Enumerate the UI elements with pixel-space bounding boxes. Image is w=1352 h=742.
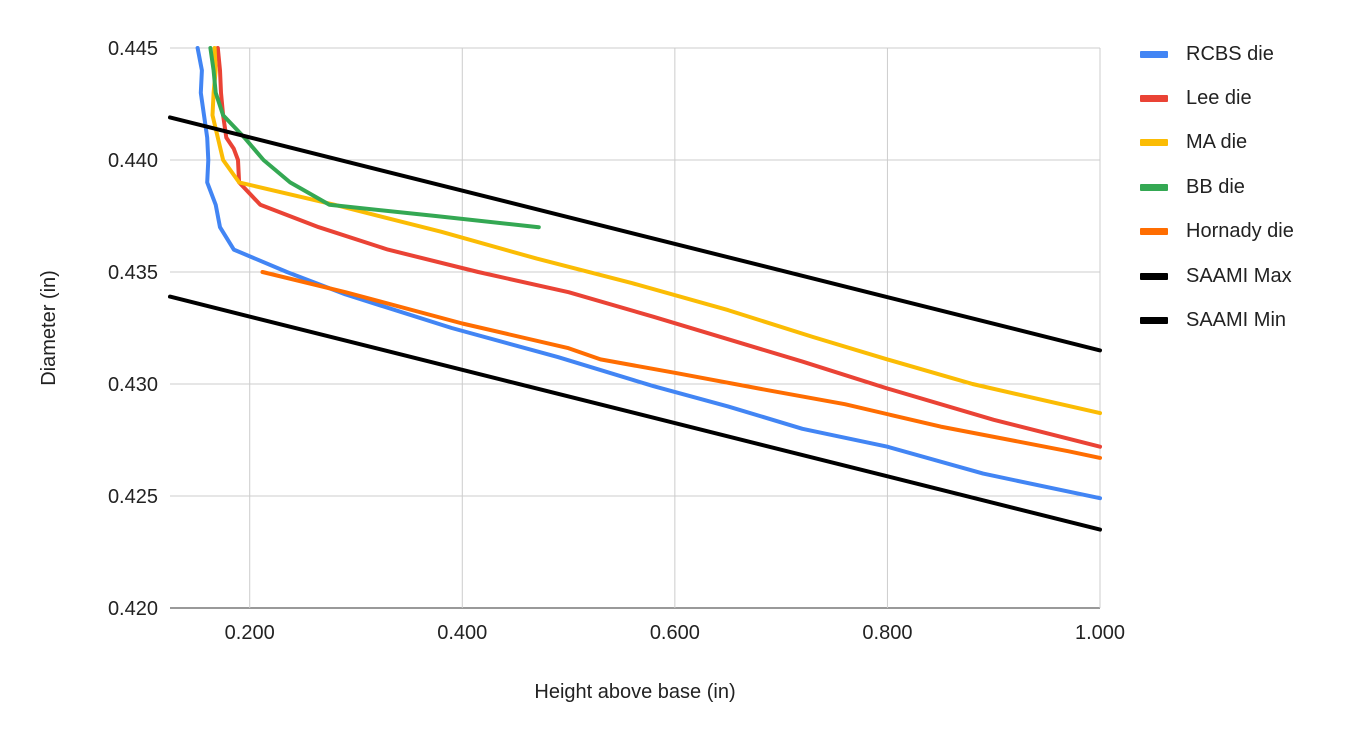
legend-label: SAAMI Max bbox=[1186, 264, 1292, 287]
x-axis-ticks: 0.200 0.400 0.600 0.800 1.000 bbox=[225, 622, 1125, 644]
legend-item: SAAMI Min bbox=[1140, 298, 1294, 342]
legend-swatch bbox=[1140, 228, 1168, 236]
legend-item: RCBS die bbox=[1140, 32, 1294, 76]
legend-label: SAAMI Min bbox=[1186, 309, 1287, 332]
y-tick-label: 0.430 bbox=[108, 374, 158, 396]
series-line-saami-min bbox=[168, 294, 1102, 532]
legend-swatch bbox=[1140, 272, 1168, 280]
legend-swatch bbox=[1140, 50, 1168, 58]
legend-item: SAAMI Max bbox=[1140, 254, 1294, 298]
legend-item: Lee die bbox=[1140, 76, 1294, 120]
legend-label: RCBS die bbox=[1186, 42, 1274, 65]
y-tick-label: 0.440 bbox=[108, 150, 158, 172]
legend: RCBS die Lee die MA die BB die Hornady die SA… bbox=[1140, 32, 1294, 343]
y-axis-ticks: 0.420 0.425 0.430 0.435 0.440 0.445 bbox=[108, 38, 158, 620]
y-axis-title: Diameter (in) bbox=[38, 270, 60, 386]
series-line-bb-die bbox=[208, 46, 541, 230]
legend-item: BB die bbox=[1140, 165, 1294, 209]
legend-swatch bbox=[1140, 95, 1168, 103]
series-line-saami-max bbox=[168, 115, 1102, 353]
x-tick-label: 0.800 bbox=[862, 622, 912, 644]
series-line-rcbs-die bbox=[195, 46, 1102, 501]
legend-label: Lee die bbox=[1186, 87, 1252, 110]
legend-swatch bbox=[1140, 183, 1168, 191]
legend-label: Hornady die bbox=[1186, 220, 1294, 243]
y-tick-label: 0.435 bbox=[108, 262, 158, 284]
series-line-ma-die bbox=[210, 46, 1102, 416]
x-tick-label: 0.200 bbox=[225, 622, 275, 644]
y-tick-label: 0.445 bbox=[108, 38, 158, 60]
x-tick-label: 1.000 bbox=[1075, 622, 1125, 644]
series-line-hornady-die bbox=[260, 270, 1102, 460]
y-tick-label: 0.420 bbox=[108, 598, 158, 620]
x-tick-label: 0.600 bbox=[650, 622, 700, 644]
x-tick-label: 0.400 bbox=[437, 622, 487, 644]
legend-label: MA die bbox=[1186, 131, 1248, 154]
series-lines bbox=[168, 46, 1102, 532]
legend-swatch bbox=[1140, 139, 1168, 147]
legend-swatch bbox=[1140, 317, 1168, 325]
legend-item: Hornady die bbox=[1140, 210, 1294, 254]
legend-item: MA die bbox=[1140, 121, 1294, 165]
x-axis-title: Height above base (in) bbox=[534, 681, 735, 703]
gridlines bbox=[170, 47, 1101, 609]
legend-label: BB die bbox=[1186, 175, 1245, 198]
y-tick-label: 0.425 bbox=[108, 486, 158, 508]
